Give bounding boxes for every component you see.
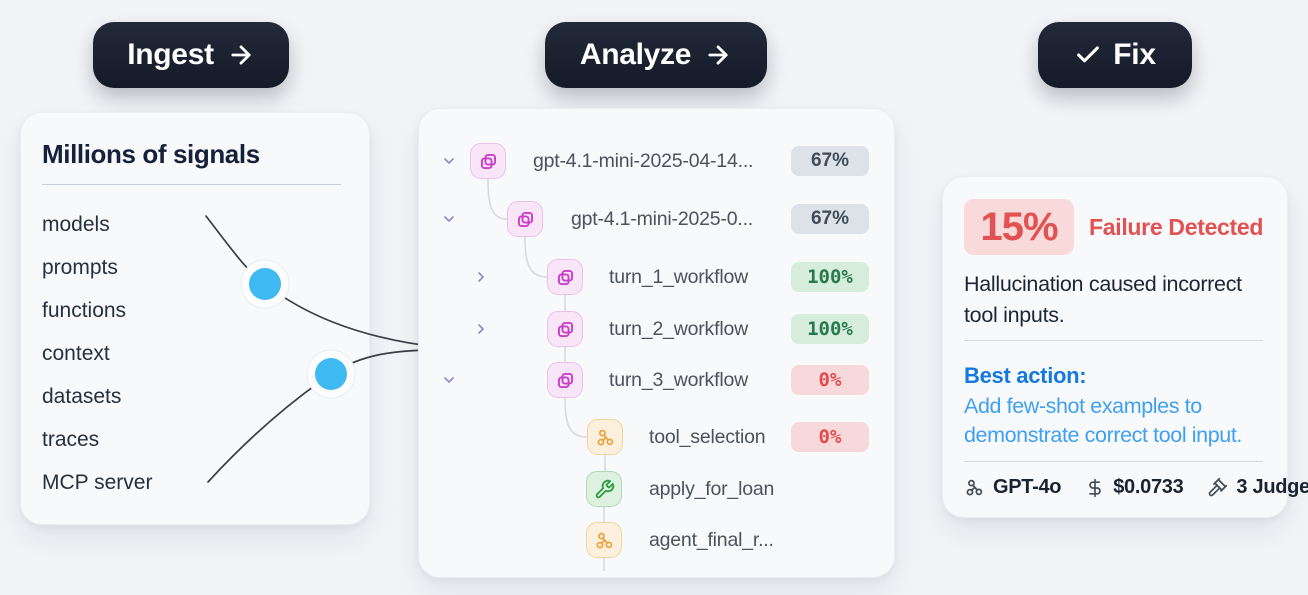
tree-row[interactable]: gpt-4.1-mini-2025-04-14... 67% <box>419 143 894 179</box>
ingest-button[interactable]: Ingest <box>93 22 289 88</box>
signal-item-models: models <box>42 213 110 236</box>
wrench-icon <box>586 471 622 507</box>
tree-node-label: tool_selection <box>649 426 766 448</box>
cost-value: $0.0733 <box>1113 476 1184 498</box>
score-badge: 0% <box>791 422 869 452</box>
signals-card: Millions of signals models prompts funct… <box>20 112 370 525</box>
failure-report-card: 15% Failure Detected Hallucination cause… <box>942 176 1308 518</box>
agent-icon <box>547 311 583 347</box>
best-action-label: Best action: <box>964 363 1087 388</box>
signal-item-context: context <box>42 342 110 365</box>
chevron-right-icon[interactable] <box>473 321 489 337</box>
signal-item-datasets: datasets <box>42 385 122 408</box>
arrow-right-icon <box>227 41 255 69</box>
tree-row[interactable]: turn_3_workflow 0% <box>419 362 894 398</box>
score-badge: 100% <box>791 314 869 344</box>
tree-node-label: turn_2_workflow <box>609 318 748 340</box>
ingest-button-label: Ingest <box>127 38 214 71</box>
branch-icon <box>966 479 983 496</box>
tree-node-label: turn_3_workflow <box>609 369 748 391</box>
tree-node-label: gpt-4.1-mini-2025-04-14... <box>533 150 754 172</box>
signal-item-functions: functions <box>42 299 127 322</box>
agent-icon <box>470 143 506 179</box>
tree-row[interactable]: gpt-4.1-mini-2025-0... 67% <box>419 201 894 237</box>
check-icon <box>1074 41 1102 69</box>
workflow-tree-card: gpt-4.1-mini-2025-04-14... 67% gpt-4.1-m… <box>418 108 895 578</box>
divider <box>42 184 341 185</box>
score-badge: 0% <box>791 365 869 395</box>
dollar-icon <box>1089 478 1101 497</box>
analyze-button-label: Analyze <box>579 38 692 71</box>
report-meta-footer: GPT-4o $0.0733 3 Judges <box>964 476 1308 499</box>
score-badge: 67% <box>791 146 869 176</box>
signals-card-title: Millions of signals <box>42 139 260 169</box>
score-badge: 67% <box>791 204 869 234</box>
signal-item-traces: traces <box>42 428 100 451</box>
agent-icon <box>547 259 583 295</box>
agent-icon <box>507 201 543 237</box>
signal-item-mcp-server: MCP server <box>42 471 153 494</box>
agent-icon <box>547 362 583 398</box>
score-badge: 100% <box>791 262 869 292</box>
judges-meta: 3 Judges <box>1207 476 1308 499</box>
tree-row[interactable]: turn_1_workflow 100% <box>419 259 894 295</box>
chevron-right-icon[interactable] <box>473 269 489 285</box>
tree-connector-lines <box>487 178 606 571</box>
judges-count: 3 Judges <box>1236 476 1308 498</box>
tree-row[interactable]: agent_final_r... <box>419 522 894 558</box>
divider <box>964 340 1263 341</box>
failure-detected-label: Failure Detected <box>1089 214 1264 240</box>
gavel-icon <box>1209 477 1228 497</box>
signal-item-prompts: prompts <box>42 256 118 279</box>
arrow-right-icon <box>704 41 732 69</box>
signals-list: models prompts functions context dataset… <box>42 203 152 504</box>
tree-row[interactable]: apply_for_loan <box>419 471 894 507</box>
failure-rate-badge: 15% <box>964 199 1074 255</box>
chevron-down-icon[interactable] <box>441 153 457 169</box>
fix-button-label: Fix <box>1113 38 1156 71</box>
tree-row[interactable]: turn_2_workflow 100% <box>419 311 894 347</box>
divider <box>964 461 1263 462</box>
tree-node-label: turn_1_workflow <box>609 266 748 288</box>
failure-description: Hallucination caused incorrect tool inpu… <box>964 272 1242 327</box>
tree-row[interactable]: tool_selection 0% <box>419 419 894 455</box>
tree-node-label: apply_for_loan <box>649 478 775 500</box>
chevron-down-icon[interactable] <box>441 211 457 227</box>
branch-icon <box>587 419 623 455</box>
model-meta: GPT-4o <box>964 476 1062 499</box>
cost-meta: $0.0733 <box>1085 476 1184 499</box>
model-name: GPT-4o <box>993 476 1062 498</box>
best-action-text: Add few-shot examples to demonstrate cor… <box>964 394 1242 447</box>
tree-node-label: gpt-4.1-mini-2025-0... <box>571 208 754 230</box>
branch-icon <box>586 522 622 558</box>
tree-node-label: agent_final_r... <box>649 529 774 551</box>
analyze-button[interactable]: Analyze <box>545 22 767 88</box>
chevron-down-icon[interactable] <box>441 372 457 388</box>
fix-button[interactable]: Fix <box>1038 22 1192 88</box>
